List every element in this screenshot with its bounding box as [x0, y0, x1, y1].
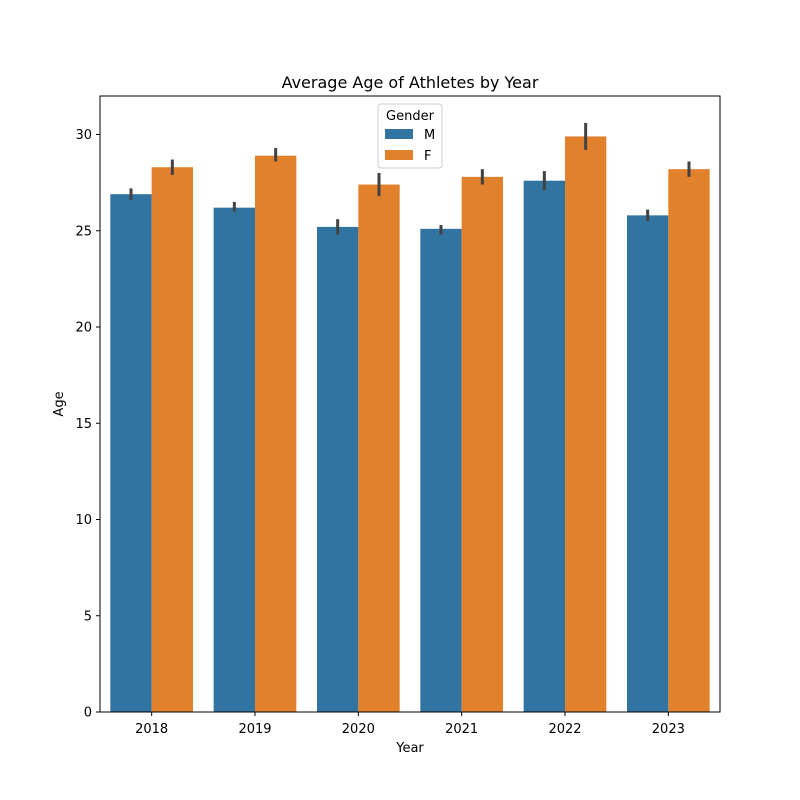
error-bars-group — [129, 122, 691, 235]
y-tick-label: 25 — [75, 224, 92, 239]
bar-m-2018 — [110, 194, 152, 713]
x-tick-label-2021: 2021 — [445, 722, 478, 737]
x-tick-label-2018: 2018 — [135, 722, 168, 737]
bar-f-2023 — [668, 169, 710, 712]
y-tick-label: 20 — [75, 321, 92, 336]
y-axis-label: Age — [52, 391, 67, 416]
legend-swatch-m — [385, 129, 413, 139]
bar-f-2018 — [151, 167, 193, 713]
x-axis: 2018 2019 2020 2021 2022 2023 — [135, 712, 685, 737]
bar-m-2020 — [317, 226, 359, 712]
legend: Gender M F — [377, 103, 443, 169]
bar-m-2019 — [213, 207, 255, 712]
x-tick-label-2022: 2022 — [548, 722, 581, 737]
y-axis: 0 5 10 15 20 25 30 — [75, 128, 100, 721]
bar-f-2022 — [565, 136, 607, 713]
y-tick-label: 30 — [75, 128, 92, 143]
plot-frame — [99, 95, 721, 713]
bar-f-2019 — [255, 155, 297, 713]
x-tick-label-2020: 2020 — [342, 722, 375, 737]
legend-label-f: F — [424, 149, 431, 164]
y-tick-label: 0 — [84, 706, 92, 721]
x-axis-label: Year — [395, 741, 424, 756]
legend-title: Gender — [386, 109, 435, 124]
x-tick-label-2019: 2019 — [238, 722, 271, 737]
bar-f-2020 — [358, 184, 400, 713]
bar-m-2021 — [420, 228, 462, 712]
bar-m-2022 — [523, 180, 565, 712]
chart-title: Average Age of Athletes by Year — [282, 73, 539, 92]
bar-m-2023 — [627, 215, 669, 712]
y-tick-label: 5 — [84, 609, 92, 624]
x-tick-label-2023: 2023 — [652, 722, 685, 737]
y-tick-label: 10 — [75, 513, 92, 528]
bar-f-2021 — [461, 176, 503, 713]
legend-swatch-f — [385, 150, 413, 160]
y-tick-label: 15 — [75, 417, 92, 432]
bars-group — [110, 136, 710, 713]
legend-label-m: M — [424, 128, 435, 143]
